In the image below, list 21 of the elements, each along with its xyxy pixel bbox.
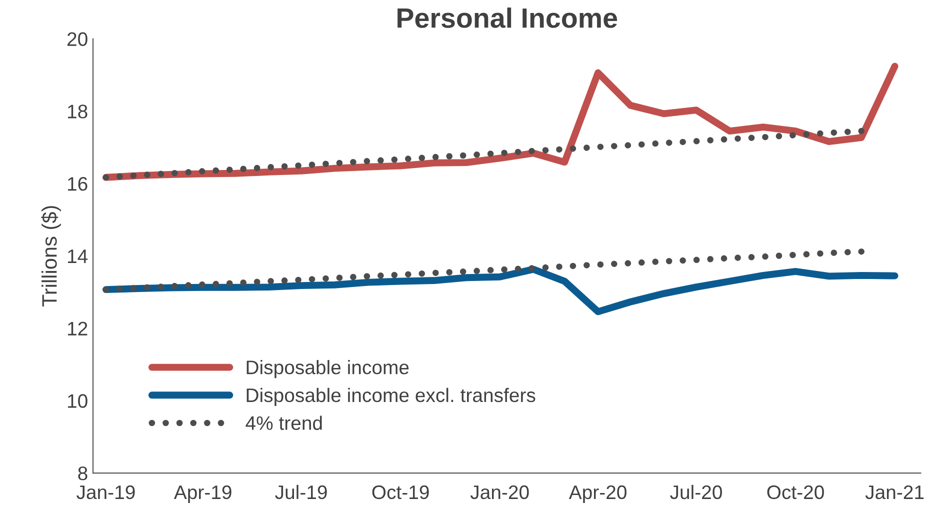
x-tick-label: Jan-21 — [865, 485, 924, 500]
x-tick-label: Jul-20 — [670, 484, 722, 500]
x-tick-label: Apr-20 — [568, 485, 626, 503]
y-tick-label: 8 — [78, 466, 88, 480]
x-tick-label: Jan-20 — [470, 485, 529, 500]
legend-label: Disposable income — [246, 360, 409, 378]
legend-label: 4% trend — [246, 416, 322, 430]
legend-label: Disposable income excl. transfers — [246, 388, 536, 406]
y-axis-title: Trillions ($) — [41, 206, 61, 307]
y-tick-label: 12 — [68, 322, 88, 336]
y-tick-label: 10 — [68, 394, 88, 408]
y-tick-label: 14 — [68, 250, 88, 263]
chart-title: Personal Income — [398, 8, 618, 28]
x-tick-label: Jan-19 — [76, 485, 135, 500]
x-tick-label: Oct-20 — [767, 485, 824, 500]
x-tick-label: Jul-19 — [275, 484, 327, 500]
y-tick-label: 18 — [68, 104, 88, 118]
x-tick-label: Oct-19 — [372, 485, 429, 500]
y-tick-label: 20 — [67, 32, 88, 46]
x-tick-label: Apr-19 — [174, 485, 232, 503]
y-tick-label: 16 — [68, 177, 88, 191]
